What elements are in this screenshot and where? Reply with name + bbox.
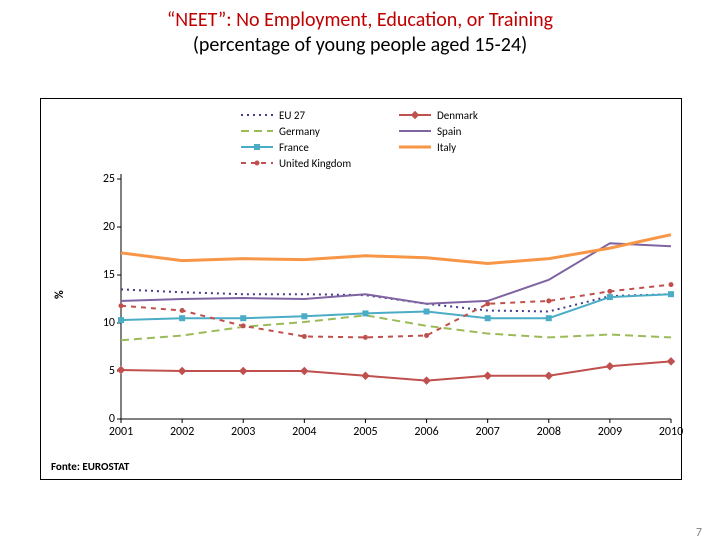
- x-tick-label: 2007: [475, 425, 499, 439]
- legend-label: Denmark: [437, 109, 557, 122]
- x-tick-label: 2005: [353, 425, 377, 439]
- legend-label: France: [279, 141, 399, 154]
- y-tick-label: 15: [91, 268, 115, 282]
- x-tick-label: 2004: [292, 425, 316, 439]
- legend-label: Italy: [437, 141, 557, 154]
- title-line-2: (percentage of young people aged 15-24): [0, 33, 720, 58]
- legend-swatch: [399, 125, 431, 137]
- legend-row: France Italy: [241, 139, 557, 155]
- y-tick-label: 0: [91, 412, 115, 426]
- legend-swatch: [241, 157, 273, 169]
- y-tick-label: 25: [91, 172, 115, 186]
- legend-label: United Kingdom: [279, 157, 399, 170]
- legend-swatch: [399, 109, 431, 121]
- legend-swatch: [241, 109, 273, 121]
- y-tick-label: 5: [91, 364, 115, 378]
- slide-number: 7: [696, 526, 702, 540]
- x-tick-label: 2002: [170, 425, 194, 439]
- legend-label: Spain: [437, 125, 557, 138]
- legend-swatch: [399, 141, 431, 153]
- y-tick-label: 10: [91, 316, 115, 330]
- x-tick-label: 2009: [598, 425, 622, 439]
- legend-label: EU 27: [279, 109, 399, 122]
- x-tick-label: 2010: [659, 425, 683, 439]
- legend-row: EU 27 Denmark: [241, 107, 557, 123]
- chart-legend: EU 27 Denmark Germany Spain France Italy Unite…: [241, 107, 557, 171]
- x-tick-label: 2006: [414, 425, 438, 439]
- title-line-1: “NEET”: No Employment, Education, or Tra…: [0, 8, 720, 33]
- legend-swatch: [241, 141, 273, 153]
- x-tick-label: 2008: [537, 425, 561, 439]
- slide-title: “NEET”: No Employment, Education, or Tra…: [0, 8, 720, 58]
- chart-source: Fonte: EUROSTAT: [51, 460, 129, 473]
- x-tick-label: 2001: [109, 425, 133, 439]
- chart-container: % EU 27DenmarkGermanySpainFranceItalyUni…: [40, 98, 682, 480]
- legend-row: Germany Spain: [241, 123, 557, 139]
- legend-label: Germany: [279, 125, 399, 138]
- legend-row: United Kingdom: [241, 155, 557, 171]
- x-tick-label: 2003: [231, 425, 255, 439]
- y-tick-label: 20: [91, 220, 115, 234]
- legend-swatch: [241, 125, 273, 137]
